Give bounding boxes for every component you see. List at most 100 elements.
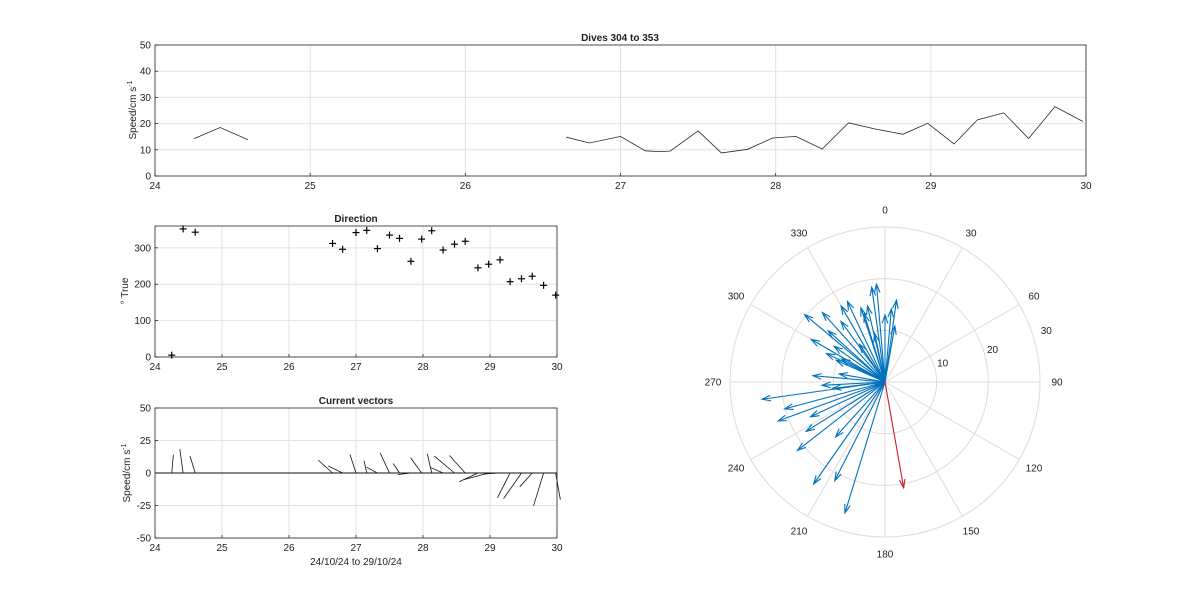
vectors-x-tick-label: 25 — [216, 543, 228, 554]
polar-blue-arrow — [811, 373, 886, 383]
polar-blue-arrow-shaft — [835, 381, 886, 438]
polar-blue-arrow-shaft — [884, 308, 892, 383]
polar-blue-arrow-head — [860, 306, 867, 317]
vectors-x-axis-label: 24/10/24 to 29/10/24 — [310, 557, 402, 568]
vectors-y-tick-label: 50 — [140, 404, 152, 415]
polar-angle-label: 270 — [705, 378, 722, 389]
speed-x-tick-label: 24 — [149, 181, 161, 192]
polar-red-arrow-shaft — [884, 381, 905, 488]
polar-blue-arrow — [812, 381, 886, 486]
speed-series-lines — [193, 106, 1084, 154]
direction-marker — [552, 291, 560, 299]
polar-labels: 0 30 60 90 120 150 180 210 240 270 300 330 10 20 30 — [705, 206, 1063, 561]
polar-angle-label: 30 — [965, 229, 977, 240]
direction-y-tick-label: 0 — [145, 353, 151, 364]
polar-blue-arrow-head — [796, 442, 807, 452]
polar-angle-label: 0 — [882, 206, 888, 217]
direction-marker — [474, 264, 482, 272]
polar-blue-arrow — [834, 359, 886, 383]
direction-y-tick-label: 300 — [134, 243, 151, 254]
polar-blue-arrow — [821, 311, 886, 383]
speed-x-tick-label: 28 — [770, 181, 782, 192]
polar-blue-arrow-head — [782, 403, 794, 410]
current-vector-stick — [317, 459, 333, 474]
polar-spoke — [884, 247, 963, 383]
direction-marker — [339, 245, 347, 253]
direction-markers — [168, 225, 560, 359]
direction-axes-box — [154, 225, 558, 358]
speed-x-tick-label: 25 — [305, 181, 317, 192]
direction-marker — [407, 257, 415, 265]
vectors-x-tick-label: 26 — [283, 543, 295, 554]
polar-blue-arrow-shaft — [778, 381, 886, 422]
polar-blue-arrow — [839, 319, 886, 383]
direction-marker — [179, 225, 187, 233]
polar-blue-arrow-head — [832, 345, 843, 354]
speed-grid — [154, 44, 1087, 177]
polar-blue-arrow — [837, 372, 886, 383]
polar-blue-arrow-head — [812, 475, 822, 486]
speed-y-tick-label: 20 — [140, 119, 152, 130]
vectors-chart-title: Current vectors — [319, 396, 394, 407]
polar-blue-arrow-shaft — [884, 325, 896, 383]
polar-blue-arrow-head — [830, 384, 842, 391]
direction-marker — [396, 234, 404, 242]
polar-blue-arrow-head — [826, 329, 837, 339]
polar-grid — [729, 226, 1041, 538]
current-vector-stick — [363, 460, 368, 474]
direction-y-tick-label: 100 — [134, 316, 151, 327]
direction-marker — [485, 260, 493, 268]
polar-angle-label: 210 — [791, 526, 808, 537]
vectors-y-tick-label: 25 — [140, 436, 152, 447]
speed-series-line — [193, 127, 249, 141]
direction-x-tick-label: 29 — [484, 362, 496, 373]
polar-blue-arrow — [760, 381, 886, 402]
direction-y-tick-label: 200 — [134, 280, 151, 291]
direction-marker — [461, 237, 469, 245]
polar-angle-label: 120 — [1026, 464, 1043, 475]
direction-marker — [329, 239, 337, 247]
polar-blue-arrow-head — [804, 424, 816, 433]
direction-marker — [386, 231, 393, 239]
polar-red-arrow — [884, 381, 906, 490]
direction-marker — [428, 227, 436, 235]
polar-blue-arrow-head — [892, 298, 899, 310]
polar-blue-arrow-shaft — [840, 321, 886, 383]
polar-range-label: 30 — [1041, 326, 1053, 337]
polar-blue-arrow — [776, 381, 886, 422]
current-vectors-panel: 24 25 26 27 28 29 30 -50 -25 0 25 50 Current vector… — [121, 396, 563, 568]
direction-x-tick-label: 25 — [216, 362, 228, 373]
direction-marker — [439, 246, 447, 254]
polar-vectors — [760, 282, 906, 515]
polar-blue-arrow-head — [803, 313, 814, 323]
direction-marker — [496, 256, 504, 264]
direction-y-axis-label: ° True — [120, 277, 131, 304]
direction-x-tick-label: 28 — [417, 362, 429, 373]
direction-x-tick-label: 26 — [283, 362, 295, 373]
direction-marker — [450, 240, 458, 248]
speed-x-tick-label: 30 — [1080, 181, 1092, 192]
polar-blue-arrow-shaft — [810, 381, 886, 418]
polar-blue-arrow — [803, 313, 886, 383]
polar-blue-arrow-head — [808, 410, 820, 418]
polar-blue-arrow-head — [890, 324, 897, 336]
direction-marker — [168, 351, 176, 359]
direction-marker — [540, 281, 548, 289]
polar-angle-label: 150 — [963, 526, 980, 537]
current-vector-stick — [179, 449, 184, 474]
vectors-tick-labels: 24 25 26 27 28 29 30 -50 -25 0 25 50 — [137, 404, 563, 555]
current-vector-stick — [171, 454, 174, 474]
speed-y-tick-label: 0 — [145, 172, 151, 183]
polar-angle-label: 240 — [728, 464, 745, 475]
polar-blue-arrow-shaft — [871, 287, 886, 383]
polar-blue-arrow-shaft — [822, 381, 886, 386]
speed-y-tick-label: 30 — [140, 93, 152, 104]
polar-blue-arrow-head — [887, 307, 895, 318]
speed-x-tick-label: 29 — [925, 181, 937, 192]
speed-x-tick-label: 27 — [615, 181, 627, 192]
current-vector-stick — [519, 472, 533, 488]
polar-blue-arrow-head — [844, 503, 851, 515]
